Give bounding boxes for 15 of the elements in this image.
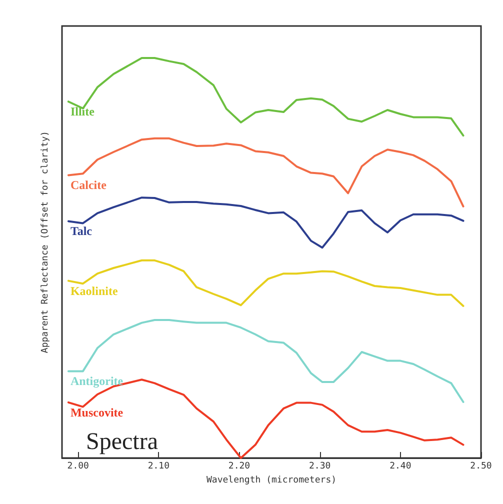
annotation: Spectra: [86, 429, 158, 455]
series-label: Talc: [70, 224, 93, 238]
x-axis-title: Wavelength (micrometers): [206, 475, 337, 486]
x-tick-label: 2.20: [228, 462, 250, 472]
series-label: Muscovite: [70, 405, 124, 420]
series-label: Antigorite: [70, 374, 124, 388]
x-tick-label: 2.40: [390, 462, 412, 472]
y-axis-title: Apparent Reflectance (Offset for clarity): [40, 130, 50, 354]
x-tick-label: 2.10: [148, 462, 170, 472]
series-label: Kaolinite: [70, 284, 118, 298]
series-label: Illite: [70, 104, 96, 119]
series-label: Calcite: [70, 178, 108, 192]
x-tick-label: 2.30: [309, 462, 331, 472]
x-tick-label: 2.50: [470, 462, 492, 472]
x-tick-label: 2.00: [67, 462, 89, 472]
